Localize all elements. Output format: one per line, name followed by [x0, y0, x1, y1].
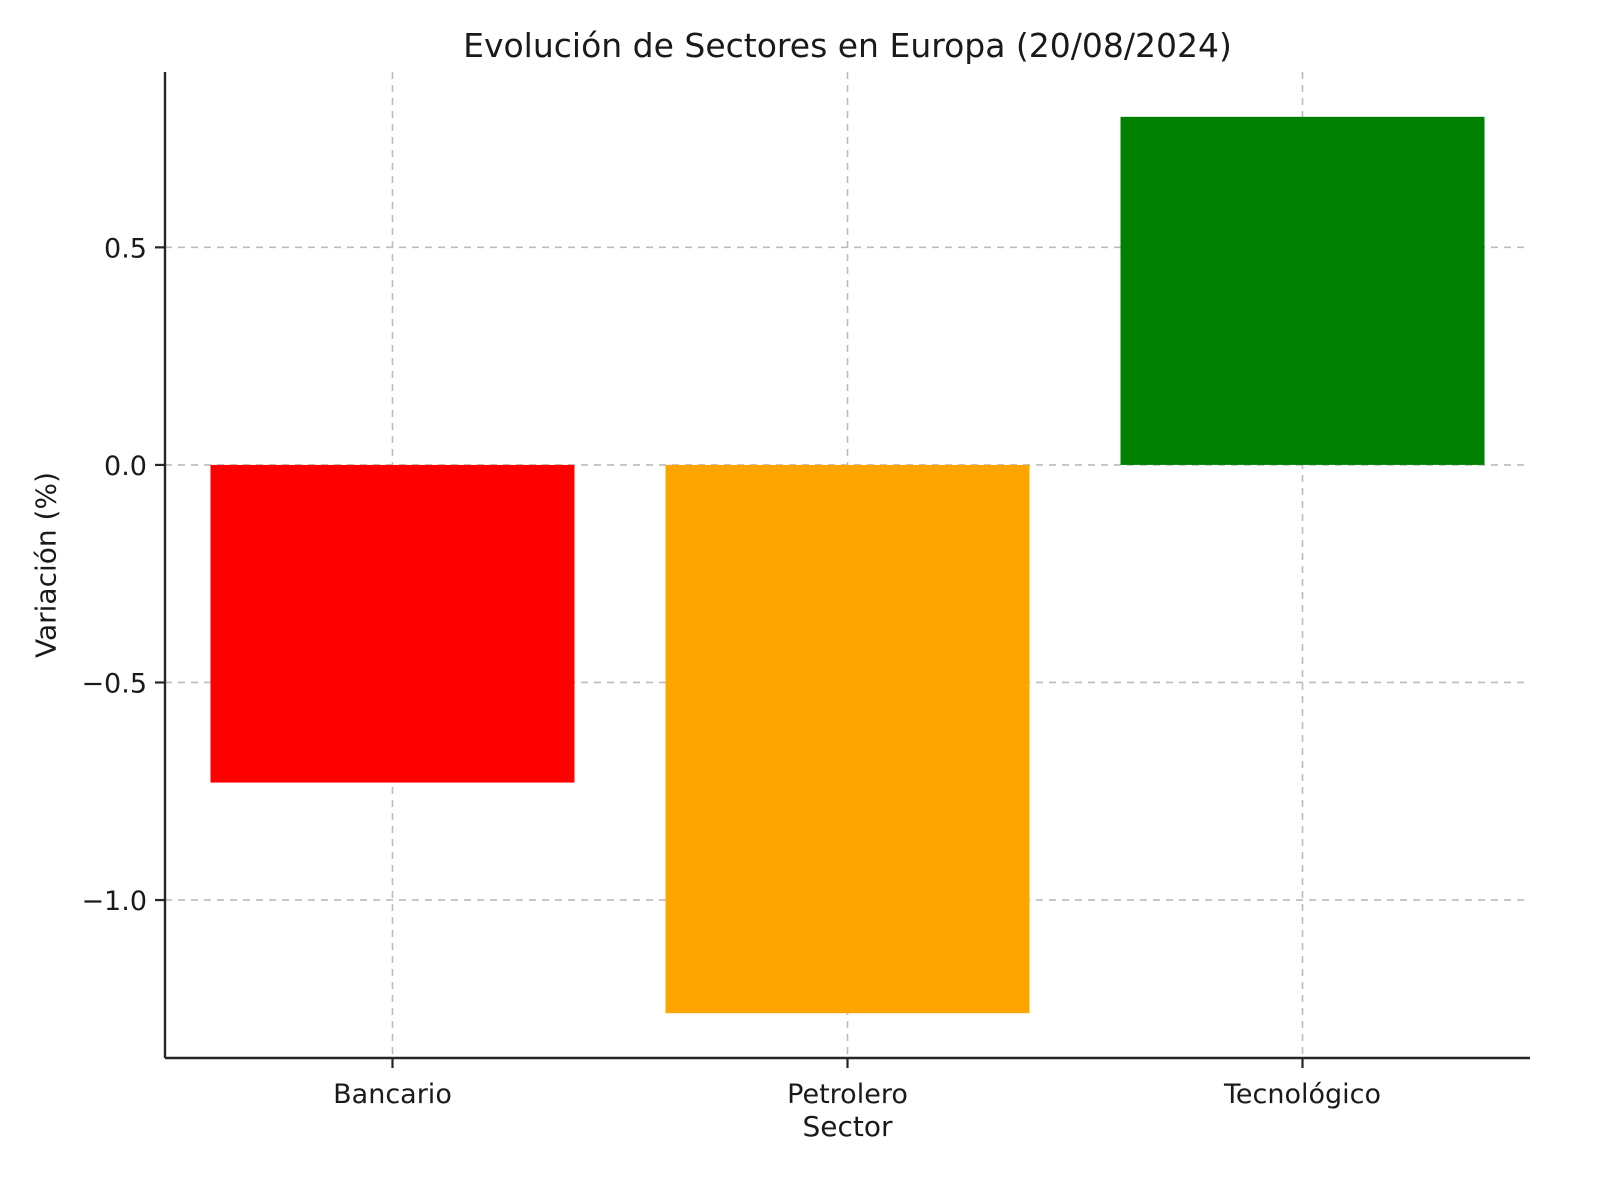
y-tick-label: 0.5	[104, 233, 147, 264]
bar-tecnológico	[1120, 116, 1485, 465]
x-tick-label: Tecnológico	[1223, 1079, 1381, 1110]
y-tick-label: 0.0	[104, 451, 147, 482]
y-tick-label: −1.0	[81, 886, 147, 917]
bar-petrolero	[665, 464, 1030, 1014]
y-tick-label: −0.5	[81, 668, 147, 699]
x-tick-label: Petrolero	[787, 1079, 908, 1110]
chart-title: Evolución de Sectores en Europa (20/08/2…	[463, 26, 1232, 65]
x-axis-label: Sector	[802, 1110, 893, 1143]
bar-bancario	[210, 464, 575, 783]
x-tick-label: Bancario	[333, 1079, 452, 1110]
y-axis-label: Variación (%)	[29, 472, 63, 658]
